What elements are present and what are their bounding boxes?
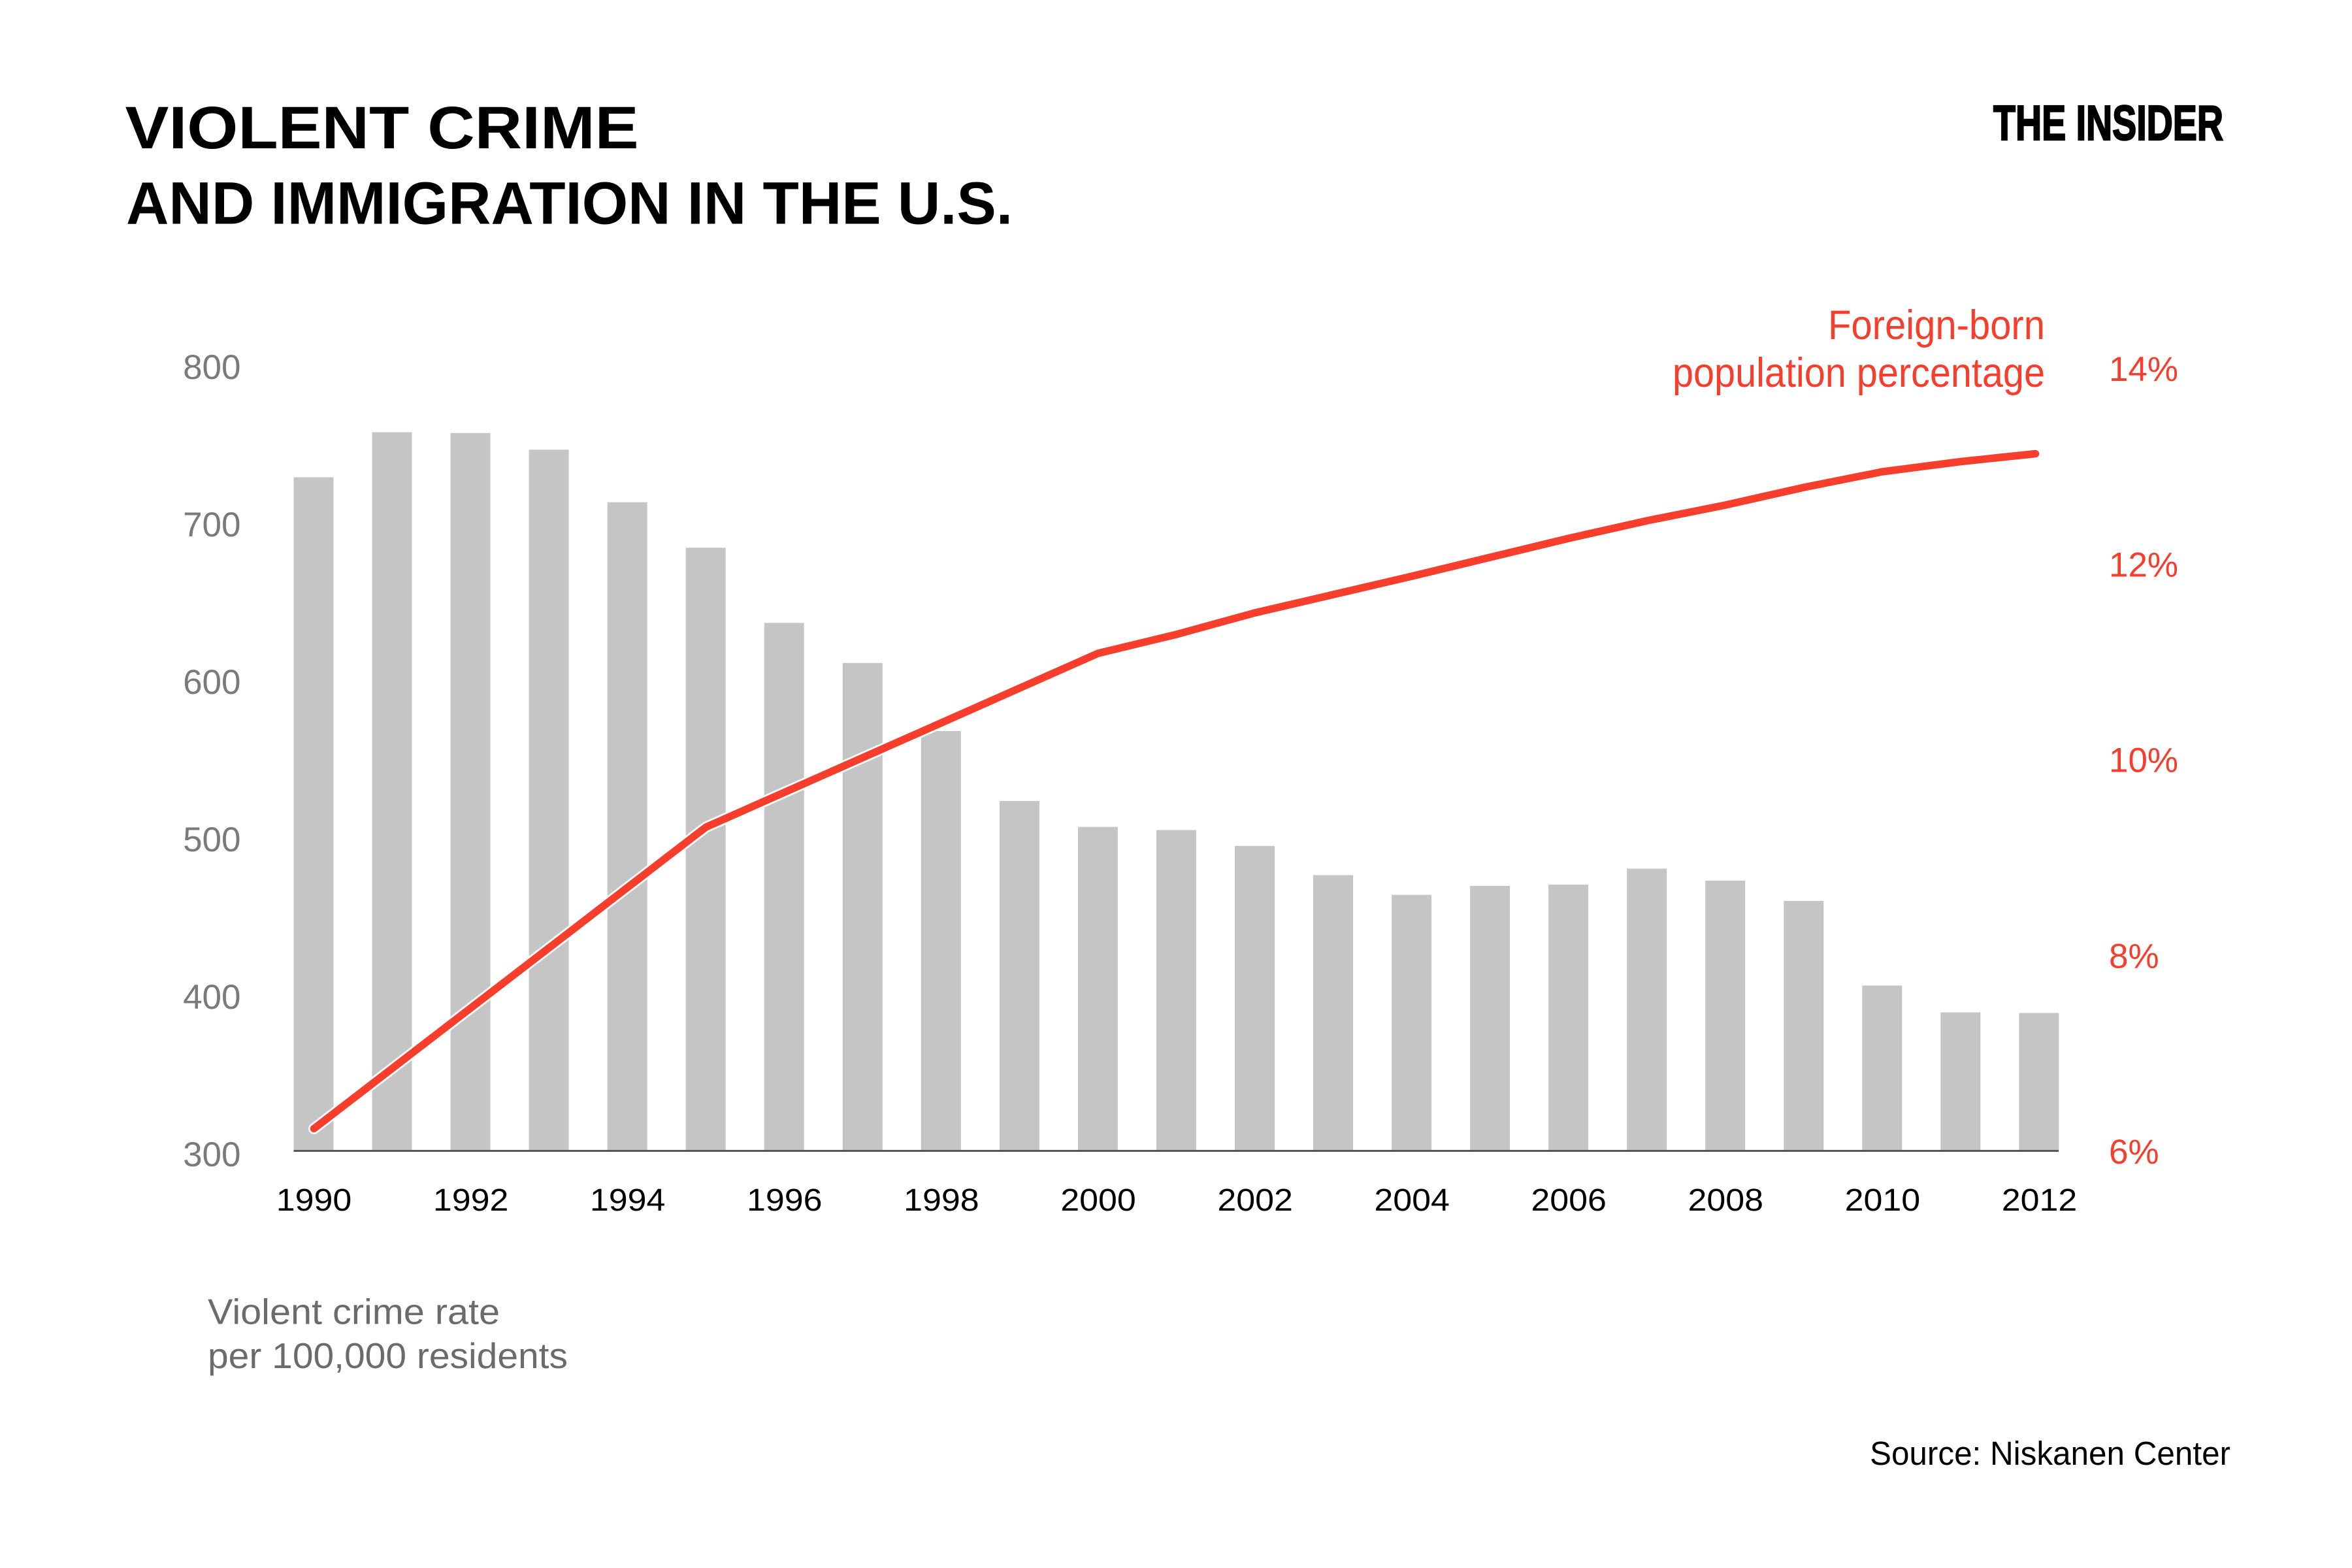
svg-text:2010: 2010	[1845, 1183, 1921, 1218]
svg-text:400: 400	[183, 978, 240, 1017]
svg-text:2008: 2008	[1688, 1183, 1764, 1218]
svg-text:Source: Niskanen Center: Source: Niskanen Center	[1870, 1435, 2230, 1472]
svg-text:2004: 2004	[1374, 1183, 1450, 1218]
svg-text:2002: 2002	[1217, 1183, 1293, 1218]
svg-text:1996: 1996	[747, 1183, 823, 1218]
svg-text:1994: 1994	[590, 1183, 666, 1218]
svg-text:500: 500	[183, 821, 240, 859]
svg-text:per 100,000 residents: per 100,000 residents	[208, 1335, 568, 1376]
svg-text:8%: 8%	[2109, 937, 2159, 975]
svg-text:VIOLENT CRIME: VIOLENT CRIME	[125, 95, 639, 161]
svg-text:10%: 10%	[2109, 741, 2178, 779]
svg-text:THE INSIDER: THE INSIDER	[1993, 95, 2223, 150]
svg-text:6%: 6%	[2109, 1133, 2159, 1171]
svg-text:12%: 12%	[2109, 546, 2178, 584]
svg-text:Violent crime rate: Violent crime rate	[208, 1291, 500, 1331]
svg-text:AND IMMIGRATION IN THE U.S.: AND IMMIGRATION IN THE U.S.	[126, 171, 1013, 237]
svg-text:800: 800	[183, 348, 240, 387]
svg-text:2006: 2006	[1531, 1183, 1607, 1218]
svg-text:300: 300	[183, 1135, 240, 1174]
svg-text:1998: 1998	[904, 1183, 979, 1218]
svg-text:14%: 14%	[2109, 350, 2178, 389]
svg-text:population percentage: population percentage	[1673, 350, 2045, 396]
svg-text:2012: 2012	[2002, 1183, 2078, 1218]
svg-text:2000: 2000	[1060, 1183, 1136, 1218]
svg-text:Foreign-born: Foreign-born	[1828, 302, 2045, 348]
svg-text:700: 700	[183, 506, 240, 544]
svg-text:1992: 1992	[433, 1183, 509, 1218]
svg-text:1990: 1990	[276, 1183, 352, 1218]
svg-text:600: 600	[183, 663, 240, 702]
